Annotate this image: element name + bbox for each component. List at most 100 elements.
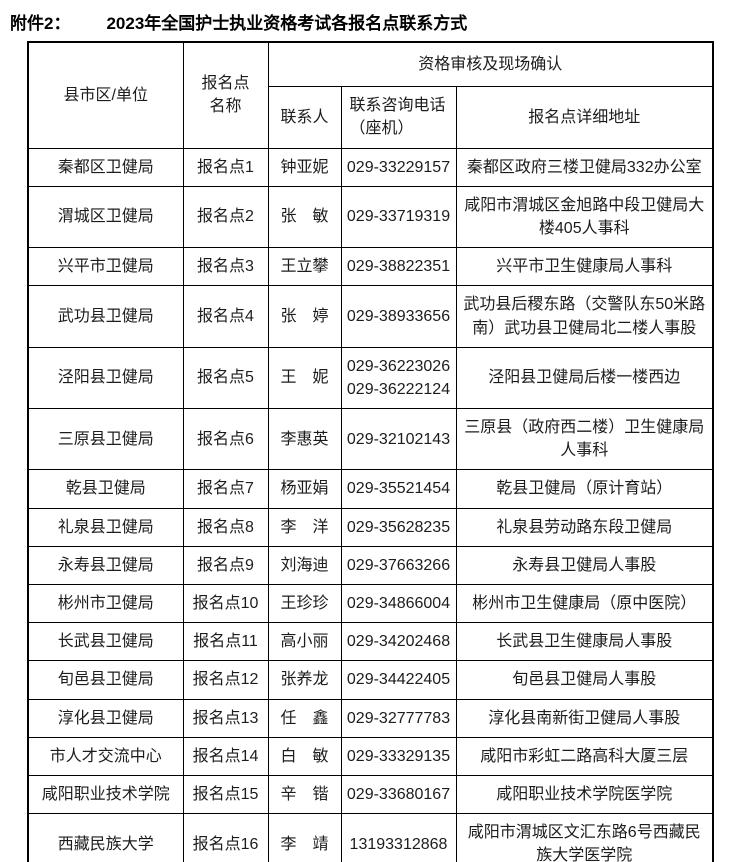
phone-cell: 029-33229157: [340, 147, 457, 187]
site-cell: 报名点7: [182, 469, 269, 509]
unit-cell: 咸阳职业技术学院: [27, 774, 184, 815]
phone-cell: 029-37663266: [340, 545, 457, 586]
unit-cell: 泾阳县卫健局: [27, 346, 184, 410]
phone-cell: 029-33329135: [340, 736, 457, 776]
table-row: 秦都区卫健局 报名点1 钟亚妮 029-33229157 秦都区政府三楼卫健局3…: [27, 147, 714, 187]
unit-cell: 永寿县卫健局: [27, 545, 184, 586]
unit-cell: 武功县卫健局: [27, 285, 184, 348]
table-row: 武功县卫健局 报名点4 张 婷 029-38933656 武功县后稷东路（交警队…: [27, 285, 714, 348]
unit-cell: 乾县卫健局: [27, 469, 184, 509]
address-cell: 咸阳市渭城区文汇东路6号西藏民族大学医学院: [455, 813, 714, 862]
document-title: 附件2： 2023年全国护士执业资格考试各报名点联系方式: [0, 0, 734, 41]
address-cell: 泾阳县卫健局后楼一楼西边: [455, 346, 714, 410]
phone-cell: 029-33719319: [340, 185, 457, 249]
site-cell: 报名点6: [182, 408, 269, 471]
phone-cell: 029-38822351: [340, 247, 457, 287]
site-cell: 报名点13: [182, 698, 269, 738]
site-cell: 报名点1: [182, 147, 269, 187]
contact-cell: 刘海迪: [267, 545, 342, 586]
contact-cell: 张 婷: [267, 285, 342, 348]
header-address: 报名点详细地址: [455, 86, 714, 149]
attachment-label: 附件2：: [10, 14, 71, 33]
phone-cell: 029-34202468: [340, 622, 457, 662]
address-cell: 武功县后稷东路（交警队东50米路南）武功县卫健局北二楼人事股: [455, 285, 714, 348]
unit-cell: 长武县卫健局: [27, 622, 184, 662]
table-row: 西藏民族大学 报名点16 李 靖 13193312868 咸阳市渭城区文汇东路6…: [27, 813, 714, 862]
contact-cell: 王珍珍: [267, 583, 342, 624]
unit-cell: 市人才交流中心: [27, 736, 184, 776]
table-row: 泾阳县卫健局 报名点5 王 妮 029-36223026 029-3622212…: [27, 346, 714, 410]
address-cell: 旬邑县卫健局人事股: [455, 660, 714, 700]
site-cell: 报名点12: [182, 660, 269, 700]
address-cell: 礼泉县劳动路东段卫健局: [455, 507, 714, 547]
table-row: 乾县卫健局 报名点7 杨亚娟 029-35521454 乾县卫健局（原计育站）: [27, 469, 714, 509]
header-qualification-group: 资格审核及现场确认: [267, 41, 714, 88]
header-phone: 联系咨询电话 （座机）: [340, 86, 462, 149]
site-cell: 报名点15: [182, 774, 269, 815]
contact-cell: 辛 锴: [267, 774, 342, 815]
contact-cell: 王 妮: [267, 346, 342, 410]
unit-cell: 三原县卫健局: [27, 408, 184, 471]
address-cell: 淳化县南新街卫健局人事股: [455, 698, 714, 738]
table-row: 长武县卫健局 报名点11 高小丽 029-34202468 长武县卫生健康局人事…: [27, 622, 714, 662]
site-cell: 报名点3: [182, 247, 269, 287]
header-row-sub: 联系人 联系咨询电话 （座机） 报名点详细地址: [28, 86, 714, 149]
contact-cell: 李 靖: [267, 813, 342, 862]
site-cell: 报名点16: [182, 813, 269, 862]
unit-cell: 彬州市卫健局: [27, 583, 184, 624]
table-row: 兴平市卫健局 报名点3 王立攀 029-38822351 兴平市卫生健康局人事科: [27, 247, 714, 287]
table-header: 县市区/单位 报名点 名称 资格审核及现场确认 联系人 联系咨询电话 （座机） …: [27, 41, 714, 149]
phone-cell: 029-36223026 029-36222124: [340, 346, 457, 410]
table-row: 永寿县卫健局 报名点9 刘海迪 029-37663266 永寿县卫健局人事股: [27, 545, 714, 586]
address-cell: 乾县卫健局（原计育站）: [455, 469, 714, 509]
table-body: 秦都区卫健局 报名点1 钟亚妮 029-33229157 秦都区政府三楼卫健局3…: [27, 147, 714, 862]
table-row: 渭城区卫健局 报名点2 张 敏 029-33719319 咸阳市渭城区金旭路中段…: [27, 185, 714, 249]
site-cell: 报名点9: [182, 545, 269, 586]
header-row-group: 县市区/单位 报名点 名称 资格审核及现场确认: [27, 41, 714, 149]
contact-cell: 张养龙: [267, 660, 342, 700]
phone-cell: 029-38933656: [340, 285, 457, 348]
phone-cell: 029-34422405: [340, 660, 457, 700]
address-cell: 咸阳市渭城区金旭路中段卫健局大楼405人事科: [455, 185, 714, 249]
table-row: 市人才交流中心 报名点14 白 敏 029-33329135 咸阳市彩虹二路高科…: [27, 736, 714, 776]
phone-cell: 029-32102143: [340, 408, 457, 471]
site-cell: 报名点4: [182, 285, 269, 348]
contact-cell: 白 敏: [267, 736, 342, 776]
phone-cell: 029-35521454: [340, 469, 457, 509]
table-row: 旬邑县卫健局 报名点12 张养龙 029-34422405 旬邑县卫健局人事股: [27, 660, 714, 700]
table-row: 三原县卫健局 报名点6 李惠英 029-32102143 三原县（政府西二楼）卫…: [27, 408, 714, 471]
phone-cell: 029-33680167: [340, 774, 457, 815]
site-cell: 报名点14: [182, 736, 269, 776]
contact-cell: 钟亚妮: [267, 147, 342, 187]
unit-cell: 旬邑县卫健局: [27, 660, 184, 700]
phone-cell: 029-34866004: [340, 583, 457, 624]
address-cell: 咸阳市彩虹二路高科大厦三层: [455, 736, 714, 776]
unit-cell: 淳化县卫健局: [27, 698, 184, 738]
site-cell: 报名点11: [182, 622, 269, 662]
address-cell: 彬州市卫生健康局（原中医院）: [455, 583, 714, 624]
site-cell: 报名点8: [182, 507, 269, 547]
phone-cell: 029-32777783: [340, 698, 457, 738]
phone-cell: 029-35628235: [340, 507, 457, 547]
contact-cell: 高小丽: [267, 622, 342, 662]
address-cell: 兴平市卫生健康局人事科: [455, 247, 714, 287]
table-row: 咸阳职业技术学院 报名点15 辛 锴 029-33680167 咸阳职业技术学院…: [27, 774, 714, 815]
table-row: 淳化县卫健局 报名点13 任 鑫 029-32777783 淳化县南新街卫健局人…: [27, 698, 714, 738]
address-cell: 三原县（政府西二楼）卫生健康局人事科: [455, 408, 714, 471]
address-cell: 秦都区政府三楼卫健局332办公室: [455, 147, 714, 187]
contact-cell: 任 鑫: [267, 698, 342, 738]
site-cell: 报名点2: [182, 185, 269, 249]
unit-cell: 兴平市卫健局: [27, 247, 184, 287]
address-cell: 长武县卫生健康局人事股: [455, 622, 714, 662]
table-row: 彬州市卫健局 报名点10 王珍珍 029-34866004 彬州市卫生健康局（原…: [27, 583, 714, 624]
unit-cell: 秦都区卫健局: [27, 147, 184, 187]
unit-cell: 西藏民族大学: [27, 813, 184, 862]
unit-cell: 渭城区卫健局: [27, 185, 184, 249]
page-title: 2023年全国护士执业资格考试各报名点联系方式: [106, 14, 468, 33]
header-unit: 县市区/单位: [27, 41, 184, 149]
header-site-name: 报名点 名称: [182, 41, 269, 149]
phone-cell: 13193312868: [340, 813, 457, 862]
address-cell: 咸阳职业技术学院医学院: [455, 774, 714, 815]
site-cell: 报名点10: [182, 583, 269, 624]
